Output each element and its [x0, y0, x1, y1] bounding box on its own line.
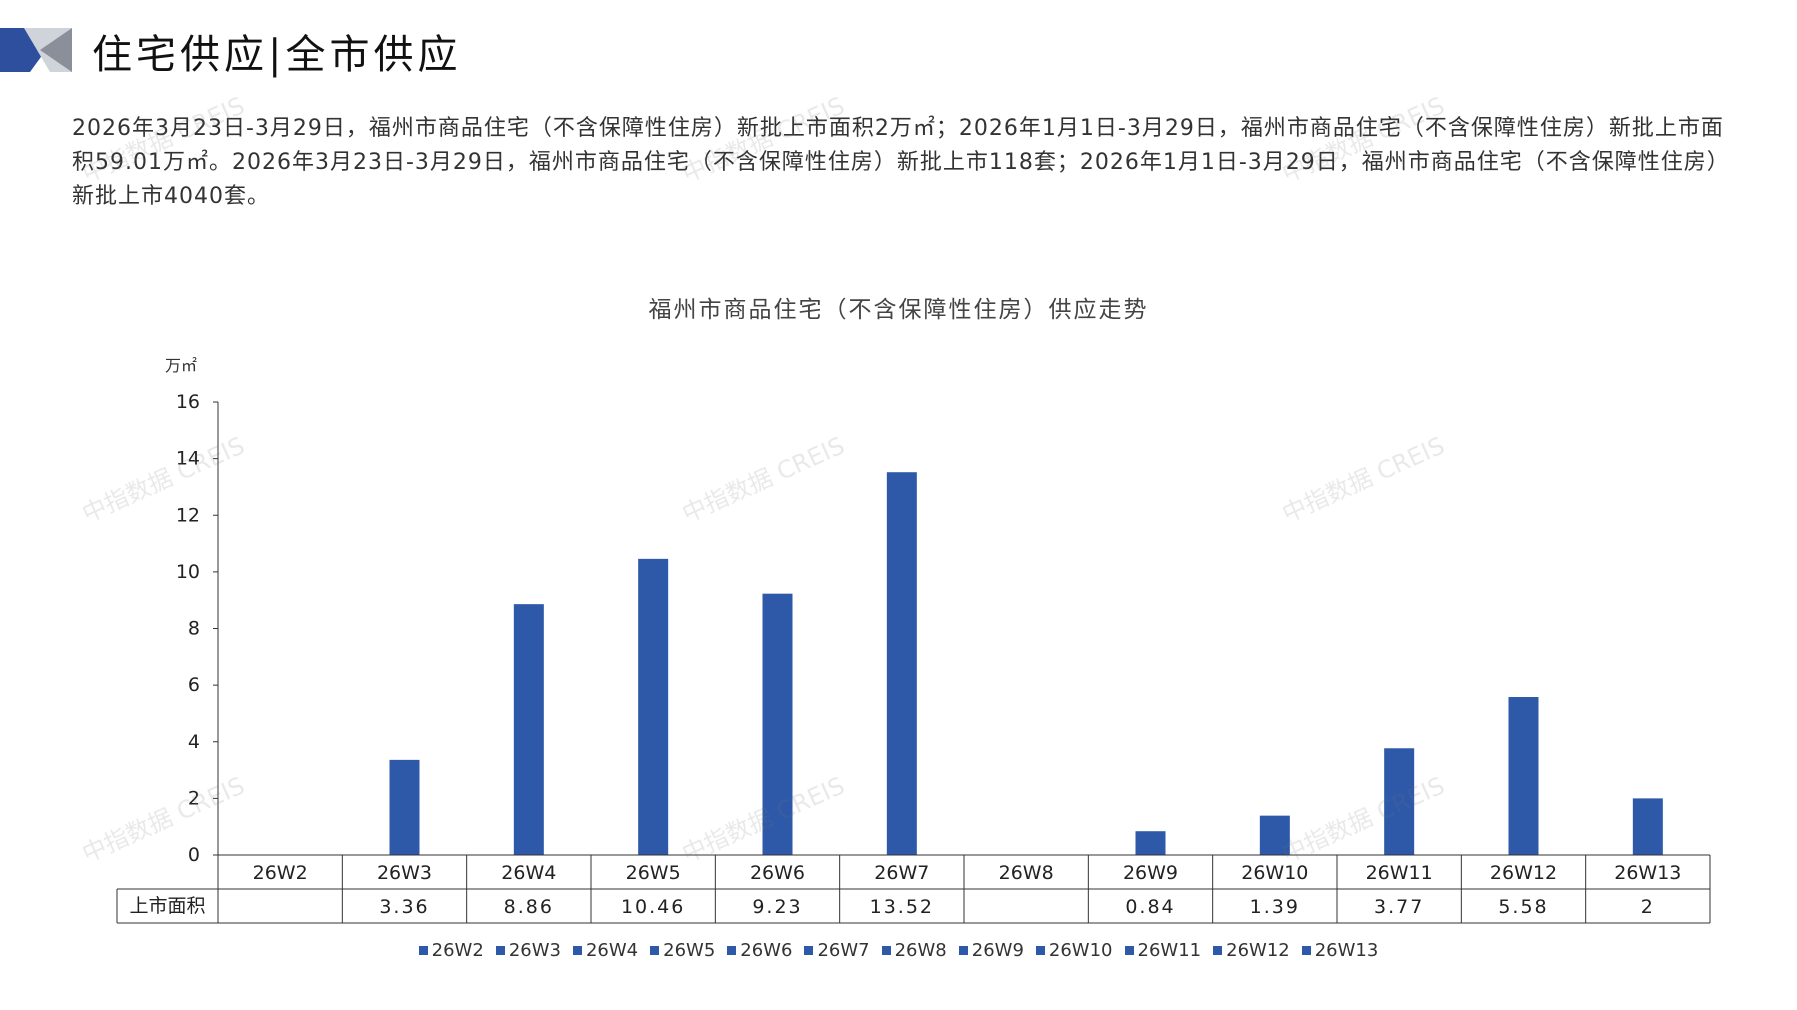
legend-item: 26W4	[572, 940, 639, 961]
legend-swatch	[727, 946, 737, 955]
y-tick-label: 12	[176, 504, 200, 526]
legend-label: 26W13	[1314, 940, 1379, 961]
bar-26w10	[1259, 815, 1290, 855]
y-tick-label: 0	[188, 844, 200, 866]
legend-swatch	[495, 946, 505, 955]
legend-label: 26W4	[585, 940, 639, 961]
page-title: 住宅供应|全市供应	[92, 32, 462, 78]
legend-item: 26W13	[1301, 940, 1379, 961]
table-value-cell: 13.52	[870, 896, 934, 918]
legend-swatch	[958, 946, 968, 955]
chart-legend: 26W2 26W3 26W4 26W5 26W6 26W7 26W8 26W9 26W10 26W…	[0, 940, 1797, 961]
legend-item: 26W11	[1124, 940, 1202, 961]
x-category-label: 26W7	[874, 862, 929, 884]
y-tick-label: 2	[188, 787, 200, 809]
legend-item: 26W10	[1035, 940, 1113, 961]
bar-26w9	[1135, 831, 1166, 855]
legend-swatch	[881, 946, 891, 955]
legend-swatch	[1301, 946, 1311, 955]
table-series-label: 上市面积	[129, 895, 205, 917]
legend-swatch	[650, 946, 660, 955]
y-axis-unit: 万㎡	[165, 356, 198, 375]
legend-item: 26W3	[495, 940, 561, 961]
y-tick-label: 10	[176, 561, 200, 583]
legend-label: 26W6	[740, 940, 793, 961]
legend-item: 26W9	[958, 940, 1024, 961]
chart-title: 福州市商品住宅（不含保障性住房）供应走势	[648, 297, 1149, 323]
summary-text: 2026年3月23日-3月29日，福州市商品住宅（不含保障性住房）新批上市面积2…	[72, 112, 1742, 214]
table-value-cell: 1.39	[1250, 896, 1300, 918]
legend-label: 26W5	[663, 940, 716, 961]
legend-label: 26W3	[508, 940, 561, 961]
bar-26w5	[638, 558, 669, 855]
legend-swatch	[804, 946, 814, 955]
bar-26w4	[513, 604, 544, 855]
table-value-cell: 5.58	[1498, 896, 1548, 918]
legend-item: 26W6	[727, 940, 792, 961]
bar-26w12	[1508, 697, 1539, 855]
x-category-label: 26W2	[253, 862, 308, 884]
table-value-cell: 10.46	[621, 896, 685, 918]
y-tick-label: 6	[188, 674, 200, 696]
legend-label: 26W12	[1226, 940, 1290, 961]
legend-item: 26W8	[881, 940, 947, 961]
header-logo-mark	[0, 28, 72, 72]
bar-26w11	[1384, 748, 1415, 855]
y-tick-label: 14	[176, 448, 200, 470]
y-tick-label: 4	[188, 731, 200, 753]
table-value-cell: 0.84	[1125, 896, 1175, 918]
legend-swatch	[1213, 946, 1223, 955]
legend-label: 26W2	[431, 940, 484, 961]
bar-26w7	[886, 472, 917, 855]
legend-label: 26W7	[817, 940, 870, 961]
legend-item: 26W7	[804, 940, 870, 961]
legend-swatch	[572, 946, 582, 955]
x-category-label: 26W12	[1490, 862, 1557, 884]
table-value-cell: 3.36	[379, 896, 429, 918]
bar-26w3	[389, 759, 420, 855]
x-category-label: 26W13	[1614, 862, 1681, 884]
x-category-label: 26W8	[999, 862, 1054, 884]
legend-item: 26W12	[1213, 940, 1290, 961]
table-value-cell: 3.77	[1374, 896, 1424, 918]
legend-swatch	[1124, 946, 1134, 955]
summary-paragraph: 2026年3月23日-3月29日，福州市商品住宅（不含保障性住房）新批上市面积2…	[72, 116, 1730, 209]
y-tick-label: 8	[188, 618, 200, 640]
x-category-label: 26W4	[501, 862, 556, 884]
bar-26w6	[762, 593, 793, 855]
x-category-label: 26W6	[750, 862, 805, 884]
legend-swatch	[418, 946, 428, 955]
x-category-label: 26W10	[1241, 862, 1308, 884]
legend-label: 26W8	[894, 940, 947, 961]
legend-label: 26W9	[971, 940, 1024, 961]
legend-item: 26W2	[418, 940, 484, 961]
legend-item: 26W5	[650, 940, 715, 961]
x-category-label: 26W9	[1123, 862, 1178, 884]
legend-swatch	[1035, 946, 1045, 955]
bar-26w13	[1632, 798, 1663, 855]
legend-label: 26W11	[1137, 940, 1202, 961]
legend-label: 26W10	[1048, 940, 1113, 961]
table-value-cell: 8.86	[504, 896, 554, 918]
x-category-label: 26W5	[626, 862, 681, 884]
table-value-cell: 2	[1641, 896, 1655, 918]
x-category-label: 26W3	[377, 862, 432, 884]
y-tick-label: 16	[176, 391, 200, 413]
x-category-label: 26W11	[1366, 862, 1433, 884]
table-value-cell: 9.23	[752, 896, 802, 918]
